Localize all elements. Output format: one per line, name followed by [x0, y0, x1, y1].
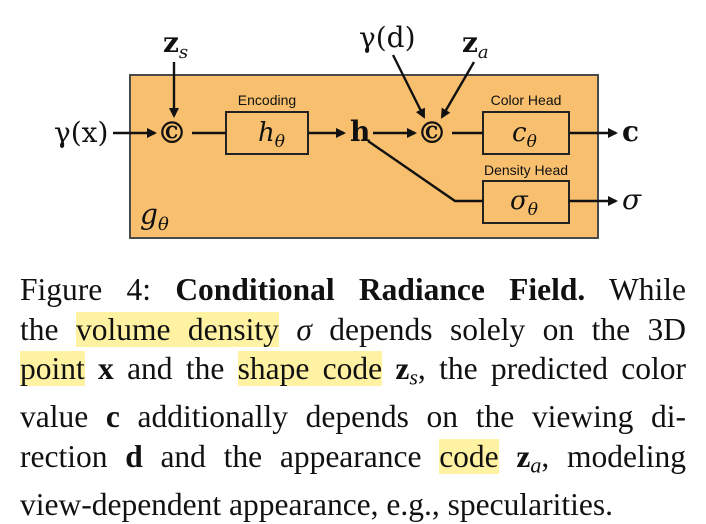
caption-line-1: Figure 4: Conditional Radiance Field. Wh… — [20, 270, 686, 310]
hidden-feature-label: h — [350, 115, 370, 148]
concat-symbol-1: © — [157, 116, 187, 151]
highlight-shape-code: shape code — [238, 351, 382, 386]
gamma-x-label: γ(x) — [54, 116, 108, 149]
caption-line-4: value c additionally depends on the view… — [20, 397, 686, 437]
highlight-point: point — [20, 351, 85, 386]
z-s-label: zs — [163, 26, 188, 63]
highlight-code: code — [439, 439, 498, 474]
caption-line-2: the volume density σ depends solely on t… — [20, 310, 686, 350]
encoding-label: Encoding — [238, 92, 296, 108]
density-head-label: Density Head — [484, 162, 568, 178]
highlight-volume-density: volume density — [76, 312, 279, 347]
caption-line-3: point x and the shape code zs, the predi… — [20, 349, 686, 397]
caption-line-5: rection d and the appearance code za, mo… — [20, 437, 686, 485]
caption-title: Conditional Radiance Field. — [175, 272, 585, 307]
gamma-d-label: γ(d) — [359, 21, 416, 54]
z-a-label: za — [462, 26, 489, 63]
color-head-label: Color Head — [491, 92, 562, 108]
conditional-radiance-field-diagram: Encoding Color Head Density Head hθ cθ σ… — [0, 0, 706, 260]
figure-caption: Figure 4: Conditional Radiance Field. Wh… — [20, 270, 686, 524]
output-color-label: c — [622, 115, 639, 148]
output-density-label: σ — [622, 183, 642, 216]
concat-symbol-2: © — [417, 116, 447, 151]
caption-line-6: view-dependent appearance, e.g., specula… — [20, 485, 686, 524]
